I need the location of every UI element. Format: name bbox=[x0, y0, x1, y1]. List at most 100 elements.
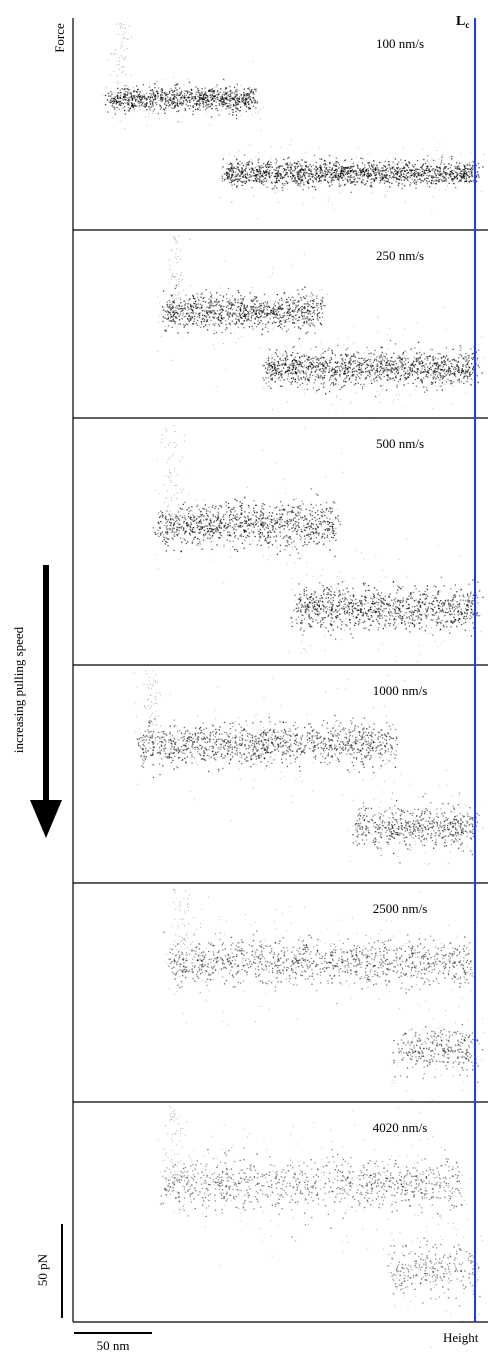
scatter-point bbox=[254, 167, 256, 169]
scatter-point bbox=[313, 306, 315, 309]
scatter-point bbox=[297, 175, 299, 178]
scatter-point bbox=[255, 174, 257, 176]
scatter-point bbox=[172, 316, 174, 318]
scatter-point bbox=[281, 328, 283, 330]
scatter-point bbox=[357, 364, 359, 366]
scatter-point bbox=[451, 179, 453, 181]
scatter-point bbox=[305, 371, 307, 373]
scatter-point bbox=[386, 175, 388, 177]
scatter-point bbox=[344, 364, 346, 366]
scatter-point bbox=[172, 102, 174, 105]
scatter-point bbox=[344, 370, 346, 372]
scatter-point bbox=[271, 355, 273, 357]
scatter-point bbox=[443, 171, 445, 173]
scatter-point bbox=[183, 300, 185, 302]
scatter-point bbox=[213, 96, 215, 98]
scatter-point bbox=[231, 109, 233, 111]
scatter-point bbox=[374, 179, 376, 182]
scatter-point bbox=[455, 187, 457, 189]
scatter-point bbox=[164, 103, 166, 105]
scatter-point bbox=[124, 85, 126, 87]
scatter-point bbox=[350, 403, 352, 404]
scatter-point bbox=[296, 382, 298, 384]
scatter-point bbox=[298, 319, 300, 321]
scatter-point bbox=[275, 173, 278, 175]
scatter-point bbox=[443, 355, 445, 357]
scatter-point bbox=[255, 90, 257, 92]
scatter-point bbox=[470, 169, 472, 171]
scatter-point bbox=[386, 158, 388, 160]
scatter-point bbox=[336, 176, 338, 178]
scatter-point bbox=[239, 171, 241, 173]
scatter-point bbox=[350, 356, 352, 358]
scatter-point bbox=[259, 169, 261, 172]
scatter-point bbox=[273, 311, 275, 313]
scatter-point bbox=[116, 74, 118, 76]
scatter-point bbox=[148, 116, 150, 118]
scatter-point bbox=[170, 249, 172, 251]
scatter-point bbox=[272, 369, 274, 372]
scatter-point bbox=[382, 176, 384, 178]
scatter-point bbox=[453, 373, 455, 375]
scatter-point bbox=[176, 285, 178, 287]
scatter-point bbox=[464, 168, 466, 170]
scatter-point bbox=[250, 176, 252, 178]
scatter-point bbox=[236, 315, 238, 317]
scatter-point bbox=[367, 176, 369, 178]
scatter-point bbox=[196, 307, 198, 309]
scatter-point bbox=[128, 102, 130, 104]
scatter-point bbox=[303, 311, 305, 314]
scatter-point bbox=[456, 166, 458, 168]
scatter-point bbox=[198, 313, 201, 315]
scatter-point bbox=[142, 96, 144, 98]
scatter-point bbox=[445, 173, 447, 175]
scatter-point bbox=[471, 367, 474, 369]
scatter-point bbox=[248, 89, 251, 91]
scatter-point bbox=[288, 156, 290, 159]
scatter-point bbox=[130, 93, 132, 95]
scatter-point bbox=[394, 376, 397, 378]
scatter-point bbox=[274, 359, 276, 361]
scatter-point bbox=[295, 314, 297, 316]
scatter-point bbox=[217, 324, 220, 326]
scatter-point bbox=[267, 377, 270, 379]
scatter-point bbox=[397, 380, 399, 382]
scatter-point bbox=[174, 105, 176, 107]
scatter-point bbox=[309, 175, 311, 177]
scatter-point bbox=[342, 358, 344, 360]
scatter-point bbox=[355, 392, 357, 394]
scatter-point bbox=[385, 363, 387, 365]
scatter-point bbox=[196, 324, 198, 326]
scatter-point bbox=[201, 310, 203, 312]
scatter-point bbox=[279, 370, 281, 373]
scatter-point bbox=[177, 94, 179, 97]
scatter-point bbox=[304, 161, 306, 163]
scatter-point bbox=[296, 171, 298, 173]
scatter-point bbox=[168, 105, 170, 107]
scatter-point bbox=[252, 308, 254, 310]
scatter-point bbox=[286, 173, 288, 176]
scatter-point bbox=[377, 374, 379, 377]
scatter-point bbox=[126, 101, 128, 104]
scatter-point bbox=[218, 313, 221, 316]
scatter-point bbox=[169, 309, 171, 311]
scatter-point bbox=[247, 311, 250, 314]
scatter-point bbox=[395, 180, 397, 183]
scatter-point bbox=[379, 366, 381, 368]
scatter-point bbox=[244, 315, 246, 317]
scatter-point bbox=[259, 181, 261, 184]
scatter-point bbox=[264, 172, 266, 174]
scatter-point bbox=[201, 99, 203, 101]
scatter-point bbox=[270, 387, 272, 389]
scatter-point bbox=[299, 174, 301, 177]
scatter-point bbox=[202, 100, 204, 103]
scatter-point bbox=[312, 181, 314, 183]
scatter-point bbox=[422, 180, 424, 182]
scatter-point bbox=[461, 370, 463, 372]
scatter-point bbox=[416, 159, 419, 162]
scatter-point bbox=[325, 164, 327, 166]
scatter-point bbox=[430, 374, 432, 376]
scatter-point bbox=[178, 94, 181, 96]
scatter-point bbox=[410, 364, 412, 366]
scatter-point bbox=[188, 312, 190, 314]
